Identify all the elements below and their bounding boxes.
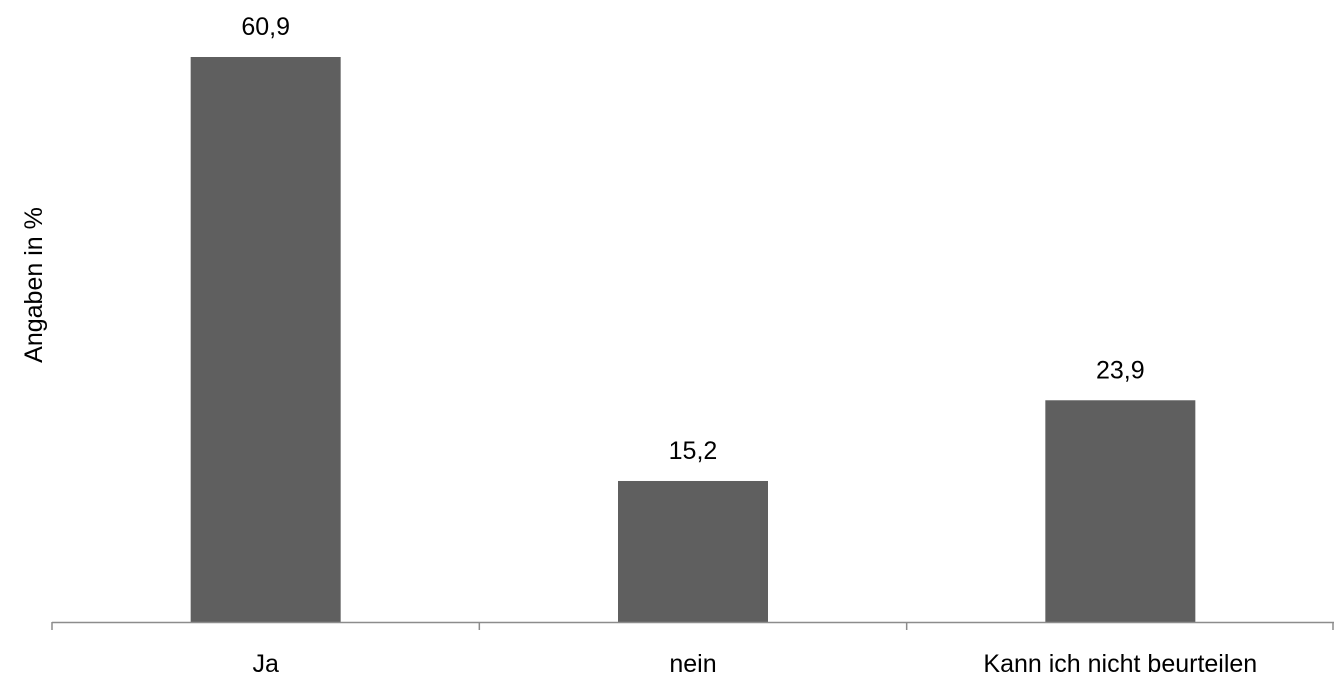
x-tick-labels-group: Ja nein Kann ich nicht beurteilen [252,650,1257,675]
bars-group [190,57,1196,622]
x-tick-label-2: nein [669,650,716,675]
x-ticks-group [51,622,1334,630]
bar-3 [1045,400,1196,622]
value-label-3: 23,9 [1096,356,1145,384]
value-label-1: 60,9 [241,13,290,41]
bar-1 [190,57,341,622]
x-tick-label-1: Ja [252,650,279,675]
value-label-2: 15,2 [669,437,718,465]
bar-2 [618,480,768,622]
value-labels-group: 60,9 15,2 23,9 [241,13,1144,465]
x-tick-label-3: Kann ich nicht beurteilen [983,650,1257,675]
y-axis-label: Angaben in % [20,207,48,363]
